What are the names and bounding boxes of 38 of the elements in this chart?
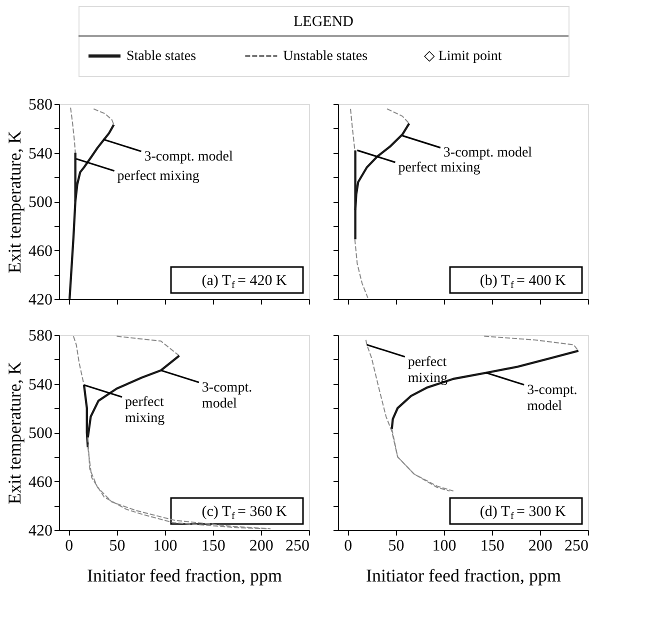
- y-tick-label: 420: [28, 292, 52, 308]
- annotation: 3-compt. model: [443, 146, 532, 161]
- annotation: perfect mixing: [125, 394, 165, 426]
- y-tick-label: 580: [28, 328, 52, 344]
- annotation: 3-compt. model: [527, 382, 578, 414]
- x-tick-label: 150: [201, 538, 226, 554]
- text: ◇ Limit point: [424, 49, 502, 64]
- text: Unstable states: [283, 49, 368, 64]
- x-tick-label: 50: [109, 538, 126, 554]
- annotation: perfect mixing: [398, 160, 480, 176]
- x-tick-label: 100: [153, 538, 178, 554]
- x-axis-title: Initiator feed fraction, ppm: [366, 566, 561, 586]
- x-tick-label: 50: [388, 538, 404, 554]
- y-axis-title: Exit temperature, K: [4, 362, 24, 504]
- y-tick-label: 420: [28, 522, 52, 540]
- annotation: perfect mixing: [117, 168, 200, 184]
- x-tick-label: 150: [480, 538, 504, 554]
- annotation: 3-compt. model: [144, 149, 233, 164]
- x-tick-label: 0: [65, 538, 74, 554]
- text: Stable states: [126, 49, 196, 64]
- y-tick-label: 460: [28, 242, 52, 260]
- y-tick-label: 540: [28, 145, 52, 162]
- y-tick-label: 460: [28, 474, 52, 491]
- y-axis-title: Exit temperature, K: [4, 130, 24, 274]
- text: LEGEND: [294, 14, 354, 30]
- x-tick-label: 100: [432, 538, 456, 554]
- y-tick-label: 500: [28, 194, 52, 211]
- y-tick-label: 540: [28, 376, 52, 394]
- x-tick-label: 0: [344, 538, 352, 554]
- x-tick-label: 250: [286, 538, 310, 554]
- x-tick-label: 200: [249, 538, 274, 554]
- y-tick-label: 580: [28, 96, 52, 114]
- x-tick-label: 250: [564, 538, 588, 554]
- y-tick-label: 500: [28, 425, 52, 442]
- x-axis-title: Initiator feed fraction, ppm: [87, 566, 282, 586]
- x-tick-label: 200: [528, 538, 552, 554]
- annotation: 3-compt. model: [202, 380, 252, 412]
- annotation: perfect mixing: [408, 354, 448, 386]
